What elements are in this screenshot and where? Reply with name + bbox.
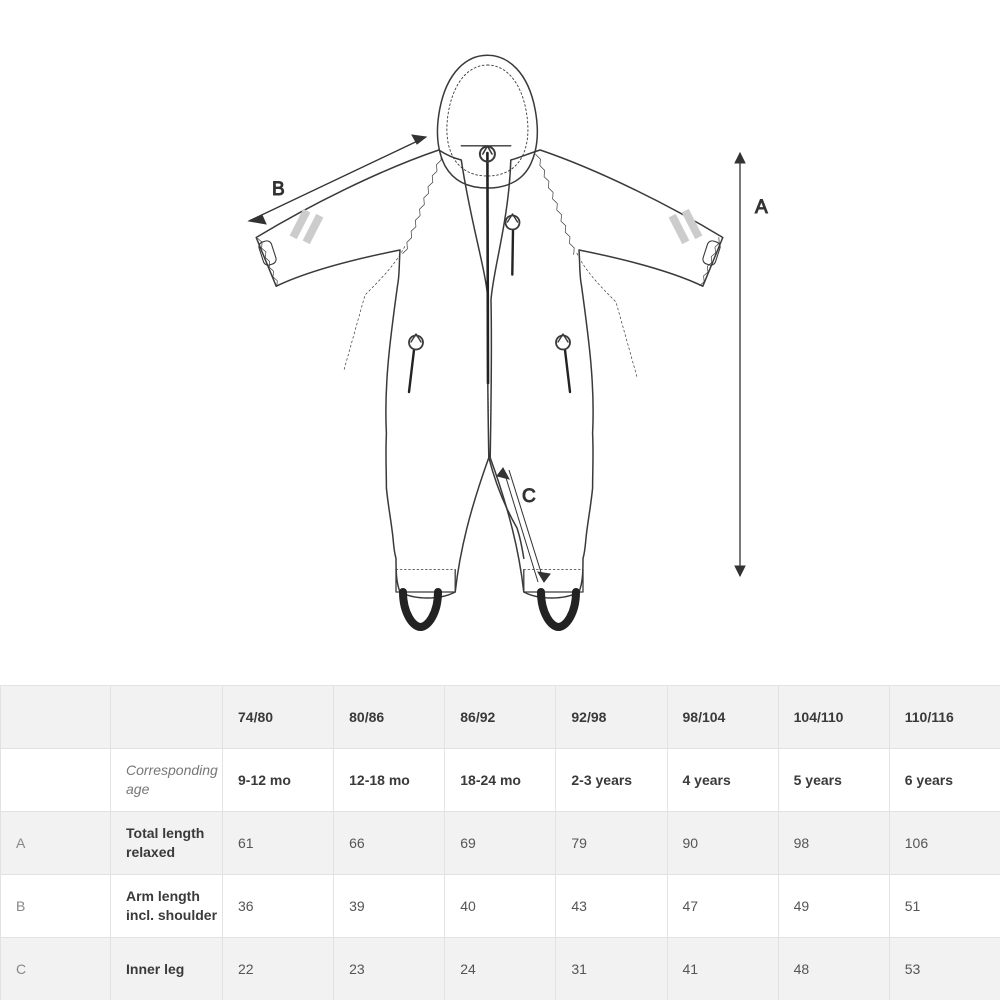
svg-text:C: C: [522, 486, 536, 507]
svg-text:B: B: [272, 179, 285, 200]
svg-text:A: A: [755, 197, 768, 218]
